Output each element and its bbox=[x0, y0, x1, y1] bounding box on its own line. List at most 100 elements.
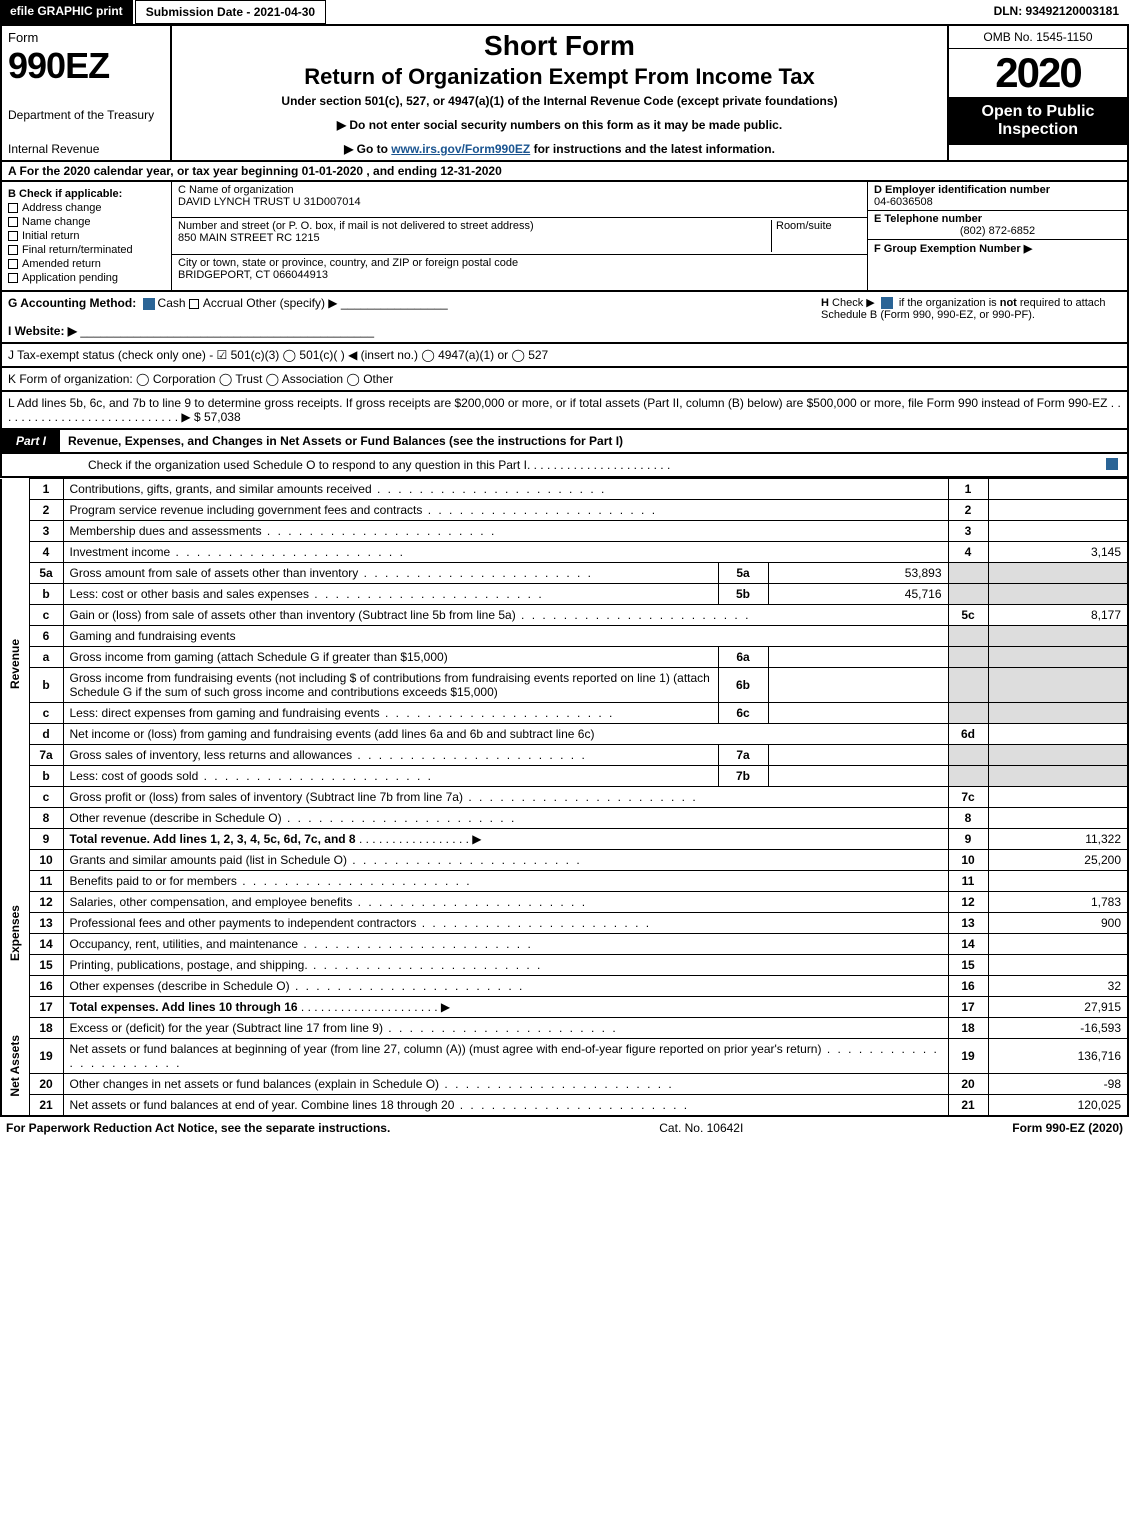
line-10-desc: Grants and similar amounts paid (list in… bbox=[63, 850, 948, 871]
line-6b-desc: Gross income from fundraising events (no… bbox=[63, 668, 718, 703]
part-i-title: Revenue, Expenses, and Changes in Net As… bbox=[60, 430, 1127, 452]
footer-left: For Paperwork Reduction Act Notice, see … bbox=[6, 1121, 390, 1135]
column-def: D Employer identification number 04-6036… bbox=[867, 182, 1127, 290]
line-11-desc: Benefits paid to or for members bbox=[63, 871, 948, 892]
omb-number: OMB No. 1545-1150 bbox=[949, 26, 1127, 49]
line-21-desc: Net assets or fund balances at end of ye… bbox=[63, 1095, 948, 1117]
line-16-desc: Other expenses (describe in Schedule O) bbox=[63, 976, 948, 997]
line-2-amt bbox=[988, 500, 1128, 521]
address-value: 850 MAIN STREET RC 1215 bbox=[178, 232, 771, 244]
line-6c-desc: Less: direct expenses from gaming and fu… bbox=[63, 703, 718, 724]
chk-name-change[interactable]: Name change bbox=[8, 216, 165, 228]
line-5c-amt: 8,177 bbox=[988, 605, 1128, 626]
line-19-amt: 136,716 bbox=[988, 1039, 1128, 1074]
chk-schedule-b[interactable] bbox=[881, 297, 893, 309]
line-9-desc: Total revenue. Add lines 1, 2, 3, 4, 5c,… bbox=[63, 829, 948, 850]
accounting-method: G Accounting Method: Cash Accrual Other … bbox=[8, 296, 821, 310]
tax-year: 2020 bbox=[949, 49, 1127, 97]
line-7c-amt bbox=[988, 787, 1128, 808]
part-i-label: Part I bbox=[2, 430, 60, 452]
line-7b-val bbox=[768, 766, 948, 787]
line-7a-val bbox=[768, 745, 948, 766]
row-h: H Check ▶ if the organization is not req… bbox=[821, 296, 1121, 338]
chk-accrual[interactable] bbox=[189, 299, 199, 309]
line-14-desc: Occupancy, rent, utilities, and maintena… bbox=[63, 934, 948, 955]
row-l-gross-receipts: L Add lines 5b, 6c, and 7b to line 9 to … bbox=[0, 392, 1129, 430]
footer-right: Form 990-EZ (2020) bbox=[1012, 1121, 1123, 1135]
website-row: I Website: ▶ ___________________________… bbox=[8, 324, 821, 338]
line-15-desc: Printing, publications, postage, and shi… bbox=[63, 955, 948, 976]
chk-schedule-o[interactable] bbox=[1106, 458, 1118, 470]
line-5c-desc: Gain or (loss) from sale of assets other… bbox=[63, 605, 948, 626]
city-label: City or town, state or province, country… bbox=[178, 257, 861, 269]
chk-cash[interactable] bbox=[143, 298, 155, 310]
chk-address-change[interactable]: Address change bbox=[8, 202, 165, 214]
line-6c-val bbox=[768, 703, 948, 724]
revenue-side-label: Revenue bbox=[8, 639, 22, 689]
chk-initial-return[interactable]: Initial return bbox=[8, 230, 165, 242]
form-header: Form 990EZ Department of the Treasury In… bbox=[0, 26, 1129, 162]
chk-application-pending[interactable]: Application pending bbox=[8, 272, 165, 284]
line-17-amt: 27,915 bbox=[988, 997, 1128, 1018]
chk-final-return[interactable]: Final return/terminated bbox=[8, 244, 165, 256]
org-name-label: C Name of organization bbox=[178, 184, 861, 196]
efile-print-button[interactable]: efile GRAPHIC print bbox=[0, 0, 135, 24]
form-label: Form bbox=[8, 30, 164, 45]
top-bar: efile GRAPHIC print Submission Date - 20… bbox=[0, 0, 1129, 26]
title-return: Return of Organization Exempt From Incom… bbox=[182, 64, 937, 90]
line-7c-desc: Gross profit or (loss) from sales of inv… bbox=[63, 787, 948, 808]
line-6a-val bbox=[768, 647, 948, 668]
room-suite-label: Room/suite bbox=[771, 220, 861, 251]
chk-amended-return[interactable]: Amended return bbox=[8, 258, 165, 270]
line-6d-amt bbox=[988, 724, 1128, 745]
group-exemption-label: F Group Exemption Number ▶ bbox=[874, 242, 1121, 255]
line-1-amt bbox=[988, 479, 1128, 500]
ein-value: 04-6036508 bbox=[874, 196, 1121, 208]
ein-label: D Employer identification number bbox=[874, 184, 1121, 196]
ssn-warning: ▶ Do not enter social security numbers o… bbox=[182, 118, 937, 132]
line-14-amt bbox=[988, 934, 1128, 955]
line-6a-desc: Gross income from gaming (attach Schedul… bbox=[63, 647, 718, 668]
org-name: DAVID LYNCH TRUST U 31D007014 bbox=[178, 196, 861, 208]
phone-value: (802) 872-6852 bbox=[874, 225, 1121, 237]
column-c: C Name of organization DAVID LYNCH TRUST… bbox=[172, 182, 867, 290]
line-8-amt bbox=[988, 808, 1128, 829]
line-6d-desc: Net income or (loss) from gaming and fun… bbox=[63, 724, 948, 745]
line-3-amt bbox=[988, 521, 1128, 542]
line-11-amt bbox=[988, 871, 1128, 892]
expenses-side-label: Expenses bbox=[8, 905, 22, 961]
form-number: 990EZ bbox=[8, 45, 164, 87]
line-8-desc: Other revenue (describe in Schedule O) bbox=[63, 808, 948, 829]
line-2-desc: Program service revenue including govern… bbox=[63, 500, 948, 521]
footer-mid: Cat. No. 10642I bbox=[390, 1121, 1012, 1135]
part-i-check: Check if the organization used Schedule … bbox=[0, 454, 1129, 478]
line-6-desc: Gaming and fundraising events bbox=[63, 626, 948, 647]
department-label: Department of the Treasury bbox=[8, 108, 164, 122]
line-5b-val: 45,716 bbox=[768, 584, 948, 605]
line-5a-val: 53,893 bbox=[768, 563, 948, 584]
line-18-amt: -16,593 bbox=[988, 1018, 1128, 1039]
netassets-side-label: Net Assets bbox=[8, 1035, 22, 1097]
line-13-desc: Professional fees and other payments to … bbox=[63, 913, 948, 934]
goto-line: ▶ Go to www.irs.gov/Form990EZ for instru… bbox=[182, 142, 937, 156]
line-3-desc: Membership dues and assessments bbox=[63, 521, 948, 542]
part-i-header: Part I Revenue, Expenses, and Changes in… bbox=[0, 430, 1129, 454]
line-16-amt: 32 bbox=[988, 976, 1128, 997]
section-bcdef: B Check if applicable: Address change Na… bbox=[0, 182, 1129, 292]
column-b: B Check if applicable: Address change Na… bbox=[2, 182, 172, 290]
line-21-amt: 120,025 bbox=[988, 1095, 1128, 1117]
line-12-desc: Salaries, other compensation, and employ… bbox=[63, 892, 948, 913]
dln-label: DLN: 93492120003181 bbox=[984, 0, 1129, 24]
irs-link[interactable]: www.irs.gov/Form990EZ bbox=[391, 142, 530, 156]
line-1-desc: Contributions, gifts, grants, and simila… bbox=[63, 479, 948, 500]
line-4-amt: 3,145 bbox=[988, 542, 1128, 563]
submission-date-label: Submission Date - 2021-04-30 bbox=[135, 0, 326, 24]
line-5a-desc: Gross amount from sale of assets other t… bbox=[63, 563, 718, 584]
line-7a-desc: Gross sales of inventory, less returns a… bbox=[63, 745, 718, 766]
city-value: BRIDGEPORT, CT 066044913 bbox=[178, 269, 861, 281]
line-13-amt: 900 bbox=[988, 913, 1128, 934]
line-15-amt bbox=[988, 955, 1128, 976]
row-j-tax-exempt: J Tax-exempt status (check only one) - ☑… bbox=[0, 344, 1129, 368]
part-i-table: Revenue 1Contributions, gifts, grants, a… bbox=[0, 478, 1129, 1117]
row-k-form-org: K Form of organization: ◯ Corporation ◯ … bbox=[0, 368, 1129, 392]
